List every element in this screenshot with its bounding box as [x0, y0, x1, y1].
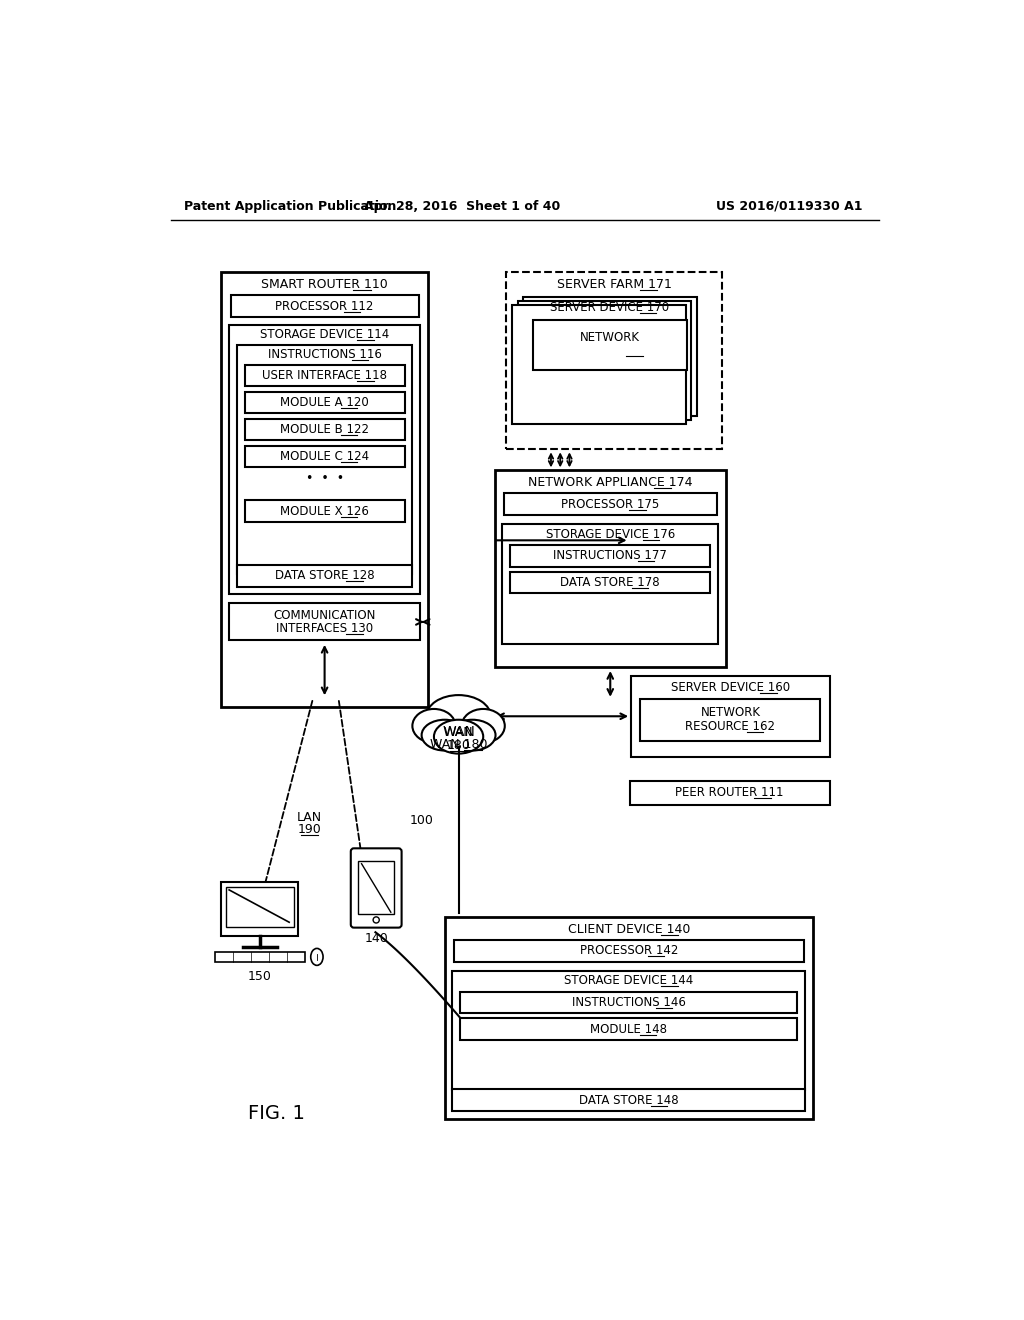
Text: STORAGE DEVICE 114: STORAGE DEVICE 114 — [260, 329, 389, 342]
Text: COMMUNICATION: COMMUNICATION — [273, 610, 376, 622]
Text: 100: 100 — [410, 814, 433, 828]
Text: PROCESSOR 142: PROCESSOR 142 — [580, 944, 678, 957]
Ellipse shape — [422, 719, 468, 751]
Text: RESOURCE 162: RESOURCE 162 — [685, 721, 775, 733]
Ellipse shape — [426, 696, 490, 738]
FancyBboxPatch shape — [229, 603, 420, 640]
FancyBboxPatch shape — [245, 392, 404, 413]
Text: Patent Application Publication: Patent Application Publication — [184, 199, 397, 213]
FancyBboxPatch shape — [495, 470, 726, 667]
FancyBboxPatch shape — [504, 494, 717, 515]
Text: DATA STORE 148: DATA STORE 148 — [579, 1093, 679, 1106]
Text: INSTRUCTIONS 177: INSTRUCTIONS 177 — [553, 549, 668, 562]
FancyBboxPatch shape — [229, 325, 420, 594]
FancyBboxPatch shape — [512, 305, 686, 424]
Text: LAN: LAN — [297, 810, 322, 824]
Text: WAN​ 180: WAN​ 180 — [430, 738, 487, 751]
Text: MODULE B 122: MODULE B 122 — [281, 422, 369, 436]
Text: 150: 150 — [248, 970, 271, 982]
FancyBboxPatch shape — [453, 970, 805, 1090]
Text: SERVER DEVICE 170: SERVER DEVICE 170 — [550, 301, 670, 314]
Text: 140: 140 — [365, 932, 388, 945]
Text: INSTRUCTIONS 146: INSTRUCTIONS 146 — [571, 995, 686, 1008]
Text: 180: 180 — [446, 739, 470, 751]
FancyBboxPatch shape — [640, 700, 820, 742]
FancyBboxPatch shape — [503, 524, 718, 644]
Text: CLIENT DEVICE 140: CLIENT DEVICE 140 — [567, 923, 690, 936]
Text: US 2016/0119330 A1: US 2016/0119330 A1 — [716, 199, 862, 213]
FancyBboxPatch shape — [215, 952, 304, 962]
FancyBboxPatch shape — [221, 272, 428, 708]
Text: DATA STORE 178: DATA STORE 178 — [560, 576, 660, 589]
Text: INSTRUCTIONS 116: INSTRUCTIONS 116 — [267, 348, 382, 362]
Circle shape — [373, 917, 379, 923]
Text: WAN: WAN — [443, 726, 473, 739]
Text: MODULE X 126: MODULE X 126 — [281, 504, 369, 517]
FancyBboxPatch shape — [506, 272, 722, 449]
Text: NETWORK APPLIANCE 174: NETWORK APPLIANCE 174 — [528, 477, 692, 490]
Ellipse shape — [413, 709, 456, 743]
FancyBboxPatch shape — [453, 1089, 805, 1111]
Text: STORAGE DEVICE 144: STORAGE DEVICE 144 — [564, 974, 693, 987]
FancyBboxPatch shape — [460, 991, 798, 1014]
Text: RESOURCE 172: RESOURCE 172 — [565, 345, 655, 358]
Text: WAN: WAN — [442, 725, 475, 739]
FancyBboxPatch shape — [532, 321, 687, 370]
Text: FIG. 1: FIG. 1 — [249, 1104, 305, 1123]
Text: STORAGE DEVICE 176: STORAGE DEVICE 176 — [546, 528, 675, 541]
Ellipse shape — [434, 719, 483, 754]
Text: SERVER FARM 171: SERVER FARM 171 — [557, 279, 672, 292]
Text: INTERFACES 130: INTERFACES 130 — [276, 622, 373, 635]
Text: MODULE C 124: MODULE C 124 — [280, 450, 370, 463]
Text: DATA STORE 128: DATA STORE 128 — [274, 569, 375, 582]
Text: PEER ROUTER 111: PEER ROUTER 111 — [676, 787, 783, 800]
Text: 190: 190 — [297, 822, 322, 836]
FancyBboxPatch shape — [523, 297, 696, 416]
Text: MODULE A 120: MODULE A 120 — [281, 396, 369, 409]
FancyBboxPatch shape — [631, 676, 829, 756]
Text: SMART ROUTER 110: SMART ROUTER 110 — [261, 279, 388, 292]
FancyBboxPatch shape — [245, 364, 404, 387]
FancyBboxPatch shape — [237, 565, 413, 586]
FancyBboxPatch shape — [230, 296, 419, 317]
Text: Apr. 28, 2016  Sheet 1 of 40: Apr. 28, 2016 Sheet 1 of 40 — [364, 199, 560, 213]
Ellipse shape — [450, 719, 496, 751]
FancyBboxPatch shape — [454, 940, 804, 961]
FancyBboxPatch shape — [510, 545, 711, 566]
FancyBboxPatch shape — [518, 301, 691, 420]
FancyBboxPatch shape — [237, 345, 413, 574]
Text: USER INTERFACE 118: USER INTERFACE 118 — [262, 370, 387, 381]
Ellipse shape — [310, 949, 323, 965]
FancyBboxPatch shape — [245, 418, 404, 441]
FancyBboxPatch shape — [245, 500, 404, 521]
FancyBboxPatch shape — [245, 446, 404, 467]
FancyBboxPatch shape — [226, 887, 294, 927]
FancyBboxPatch shape — [444, 917, 813, 1118]
Text: SERVER DEVICE 160: SERVER DEVICE 160 — [671, 681, 790, 694]
FancyBboxPatch shape — [221, 882, 298, 936]
Text: NETWORK: NETWORK — [580, 330, 640, 343]
FancyBboxPatch shape — [358, 861, 394, 913]
FancyBboxPatch shape — [351, 849, 401, 928]
Text: PROCESSOR 112: PROCESSOR 112 — [275, 300, 374, 313]
FancyBboxPatch shape — [630, 780, 829, 805]
Text: NETWORK: NETWORK — [700, 706, 761, 719]
Text: •  •  •: • • • — [305, 473, 344, 486]
FancyBboxPatch shape — [460, 1019, 798, 1040]
Text: MODULE 148: MODULE 148 — [590, 1023, 668, 1036]
Text: PROCESSOR 175: PROCESSOR 175 — [561, 498, 659, 511]
FancyBboxPatch shape — [510, 572, 711, 594]
Ellipse shape — [462, 709, 505, 743]
